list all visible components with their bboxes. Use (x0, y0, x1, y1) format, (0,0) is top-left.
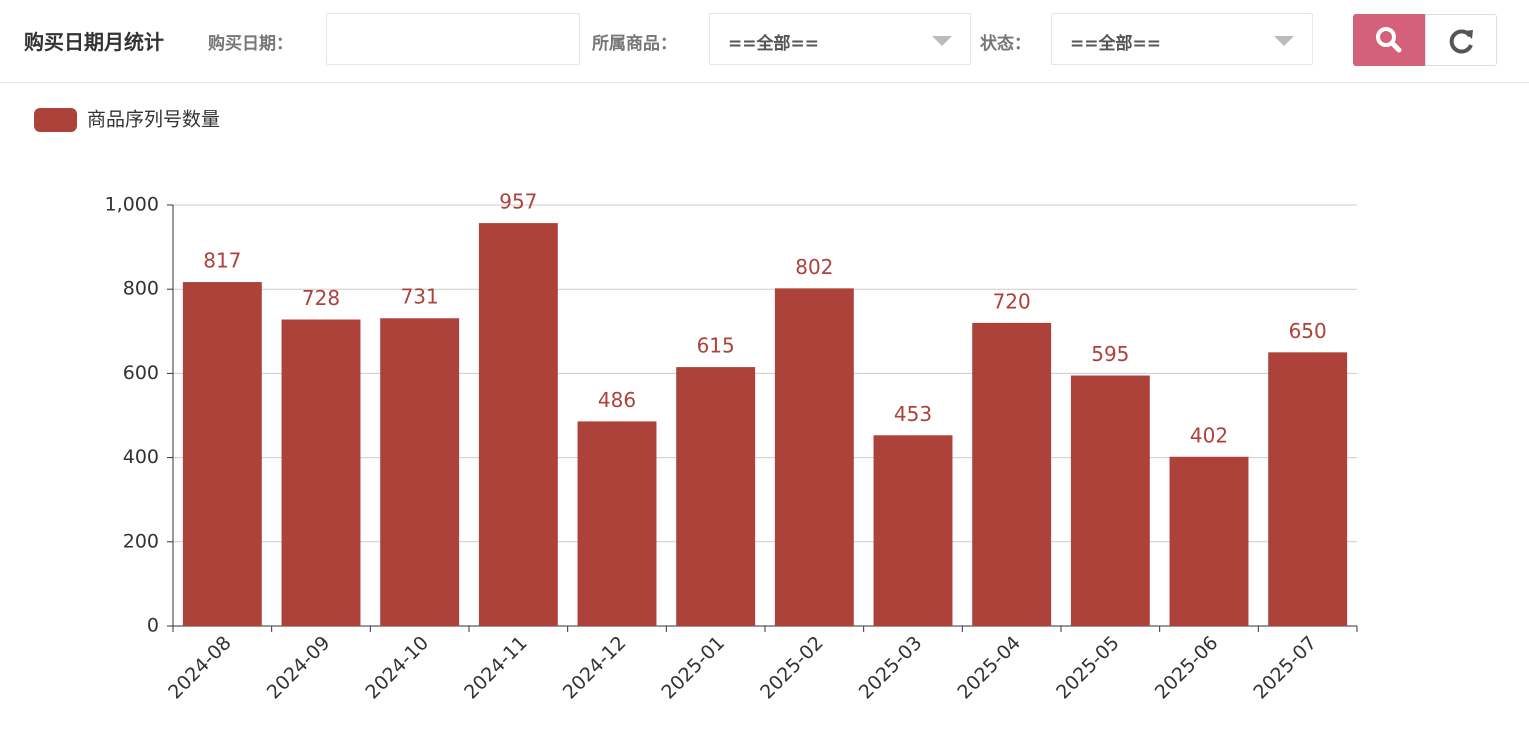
x-tick-label: 2025-01 (657, 632, 729, 704)
bar (972, 322, 1052, 626)
x-tick-label: 2024-08 (164, 632, 236, 704)
bar (1169, 456, 1249, 626)
value-label: 402 (1190, 423, 1228, 447)
toolbar: 购买日期月统计 购买日期： 所属商品： ==全部== 状态： ==全部== (0, 0, 1529, 83)
x-tick-label: 2024-09 (263, 632, 335, 704)
value-label: 957 (499, 190, 537, 214)
x-tick-label: 2025-06 (1151, 632, 1223, 704)
x-tick-label: 2025-02 (756, 632, 828, 704)
value-label: 486 (598, 388, 636, 412)
value-label: 615 (697, 334, 735, 358)
x-tick-label: 2025-05 (1052, 632, 1124, 704)
bar (1268, 352, 1348, 626)
select-value: ==全部== (1070, 34, 1161, 54)
page-title: 购买日期月统计 (24, 30, 164, 54)
refresh-button[interactable] (1425, 14, 1497, 66)
legend-label: 商品序列号数量 (87, 109, 220, 131)
bar (774, 288, 854, 626)
filter-label: 所属商品： (592, 34, 677, 54)
y-tick-label: 1,000 (105, 194, 159, 216)
value-label: 453 (894, 402, 932, 426)
value-label: 720 (993, 289, 1031, 313)
product-select[interactable]: ==全部== (709, 13, 971, 65)
y-tick-label: 600 (123, 362, 159, 384)
x-tick-label: 2025-03 (855, 632, 927, 704)
x-tick-label: 2025-04 (953, 632, 1025, 704)
value-label: 817 (203, 249, 241, 273)
y-tick-label: 0 (147, 615, 159, 637)
bar (182, 282, 262, 626)
y-tick-label: 400 (123, 446, 159, 468)
value-label: 728 (302, 286, 340, 310)
search-button[interactable] (1353, 14, 1425, 66)
select-arrow (932, 36, 952, 46)
bar (577, 421, 657, 626)
filter-label: 购买日期： (208, 34, 293, 54)
bar (478, 223, 558, 626)
bar (281, 319, 361, 626)
status-select[interactable]: ==全部== (1051, 13, 1313, 65)
x-tick-label: 2024-10 (361, 632, 433, 704)
bar (380, 318, 460, 626)
select-value: ==全部== (728, 34, 819, 54)
y-tick-label: 200 (123, 530, 159, 552)
y-tick-label: 800 (123, 278, 159, 300)
legend-swatch (34, 108, 77, 132)
bar (676, 367, 756, 626)
select-arrow (1274, 36, 1294, 46)
value-label: 595 (1091, 342, 1129, 366)
refresh-icon (1449, 29, 1473, 54)
filter-label: 状态： (980, 34, 1031, 54)
value-label: 731 (401, 285, 439, 309)
x-tick-label: 2025-07 (1249, 632, 1321, 704)
bar (873, 435, 953, 626)
bar (1070, 375, 1150, 626)
x-tick-label: 2024-11 (460, 632, 532, 704)
value-label: 802 (795, 255, 833, 279)
date-input[interactable] (326, 13, 580, 65)
x-tick-label: 2024-12 (559, 632, 631, 704)
value-label: 650 (1289, 319, 1327, 343)
search-icon (1376, 27, 1402, 53)
